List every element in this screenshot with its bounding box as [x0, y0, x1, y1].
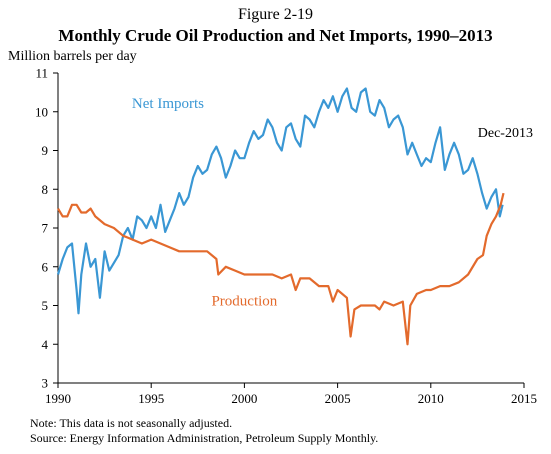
- x-tick-label: 2000: [231, 391, 257, 406]
- y-tick-label: 6: [42, 259, 49, 274]
- x-tick-label: 2010: [418, 391, 444, 406]
- x-tick-label: 1990: [45, 391, 71, 406]
- y-tick-label: 8: [42, 182, 49, 197]
- y-axis-unit-label: Million barrels per day: [8, 49, 137, 64]
- y-tick-label: 9: [42, 143, 49, 158]
- y-tick-label: 7: [42, 221, 49, 236]
- y-tick-label: 10: [35, 104, 48, 119]
- production-series-label: Production: [211, 294, 277, 310]
- production-series-line: [57, 192, 505, 346]
- chart-title: Monthly Crude Oil Production and Net Imp…: [58, 26, 493, 45]
- y-tick-label: 11: [35, 66, 48, 81]
- y-tick-label: 5: [42, 298, 49, 313]
- y-tick-label: 4: [42, 337, 49, 352]
- seasonal-adjustment-note: Note: This data is not seasonally adjust…: [30, 416, 233, 430]
- figure-label: Figure 2-19: [237, 6, 314, 23]
- net-imports-series-label: Net Imports: [132, 96, 204, 112]
- x-tick-label: 1995: [138, 391, 164, 406]
- source-note: Source: Energy Information Administratio…: [30, 431, 379, 445]
- net-imports-series-line: [56, 87, 504, 315]
- annotation-label: Dec-2013: [478, 126, 533, 141]
- y-tick-label: 3: [42, 376, 49, 391]
- x-tick-label: 2005: [325, 391, 351, 406]
- x-tick-label: 2015: [511, 391, 537, 406]
